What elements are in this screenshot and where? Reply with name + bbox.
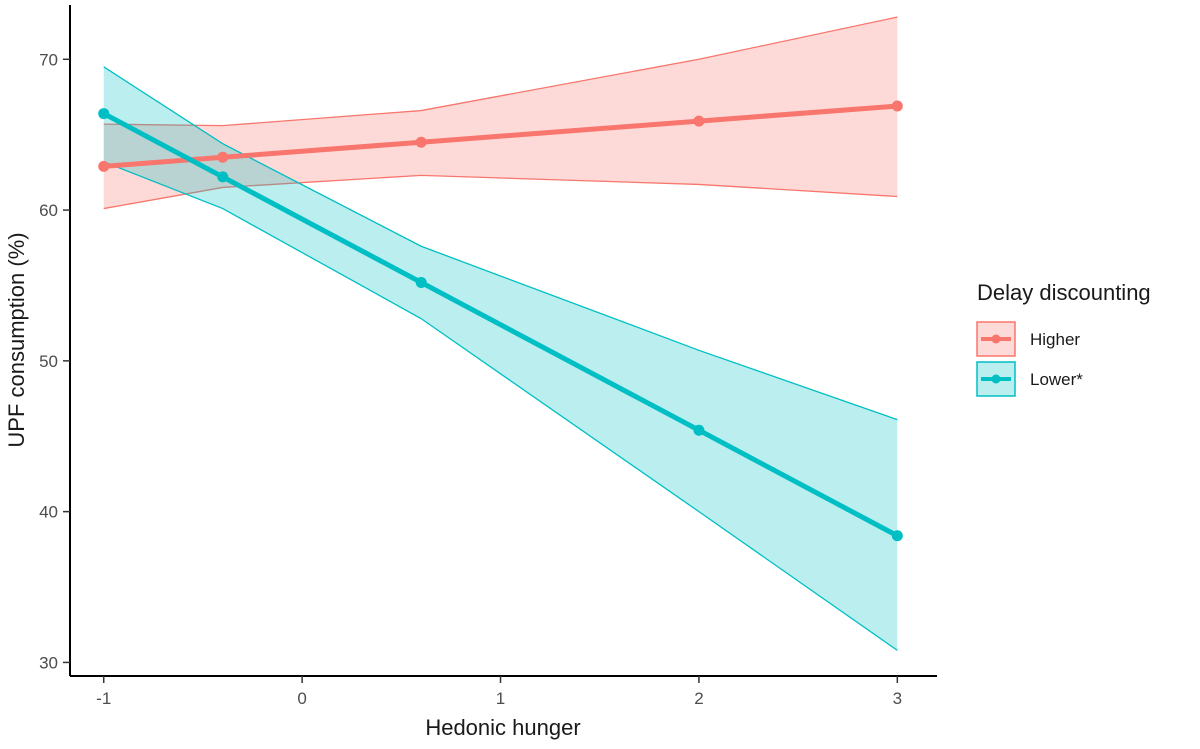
band-lower-edge-higher [103,174,898,210]
x-tick-label: 2 [694,689,703,708]
y-axis-title: UPF consumption (%) [4,232,29,447]
series-points [98,100,903,542]
data-point-lower [415,276,427,288]
legend-key-point-higher [991,334,1001,344]
x-tick-label: 0 [297,689,306,708]
band-upper-edge-lower [103,66,898,421]
band-upper-edge-higher [103,16,898,127]
data-point-higher [98,160,110,172]
data-point-lower [98,108,110,120]
data-point-lower [217,171,229,183]
y-tick-label: 30 [39,653,58,672]
data-point-higher [217,151,229,163]
y-tick-label: 60 [39,201,58,220]
axes [69,5,937,677]
x-ticks: -1 0 1 2 3 [96,676,902,708]
legend-title: Delay discounting [977,280,1151,305]
data-point-lower [891,530,903,542]
confidence-band-higher [103,17,898,209]
x-tick-label: 1 [496,689,505,708]
x-axis-title: Hedonic hunger [425,715,580,740]
y-tick-label: 40 [39,503,58,522]
y-ticks: 30 40 50 60 70 [39,50,70,672]
y-tick-label: 70 [39,50,58,69]
confidence-bands [103,16,898,651]
data-point-higher [891,100,903,112]
data-point-higher [415,136,427,148]
data-point-lower [693,424,705,436]
x-tick-label: 3 [893,689,902,708]
legend: Delay discounting Higher Lower* [976,280,1151,397]
band-lower-edge-lower [103,161,898,651]
legend-label-higher: Higher [1030,330,1080,349]
data-point-higher [693,115,705,127]
y-tick-label: 50 [39,352,58,371]
legend-key-point-lower [991,374,1001,384]
x-tick-label: -1 [96,689,111,708]
legend-label-lower: Lower* [1030,370,1083,389]
confidence-band-lower [103,66,898,651]
